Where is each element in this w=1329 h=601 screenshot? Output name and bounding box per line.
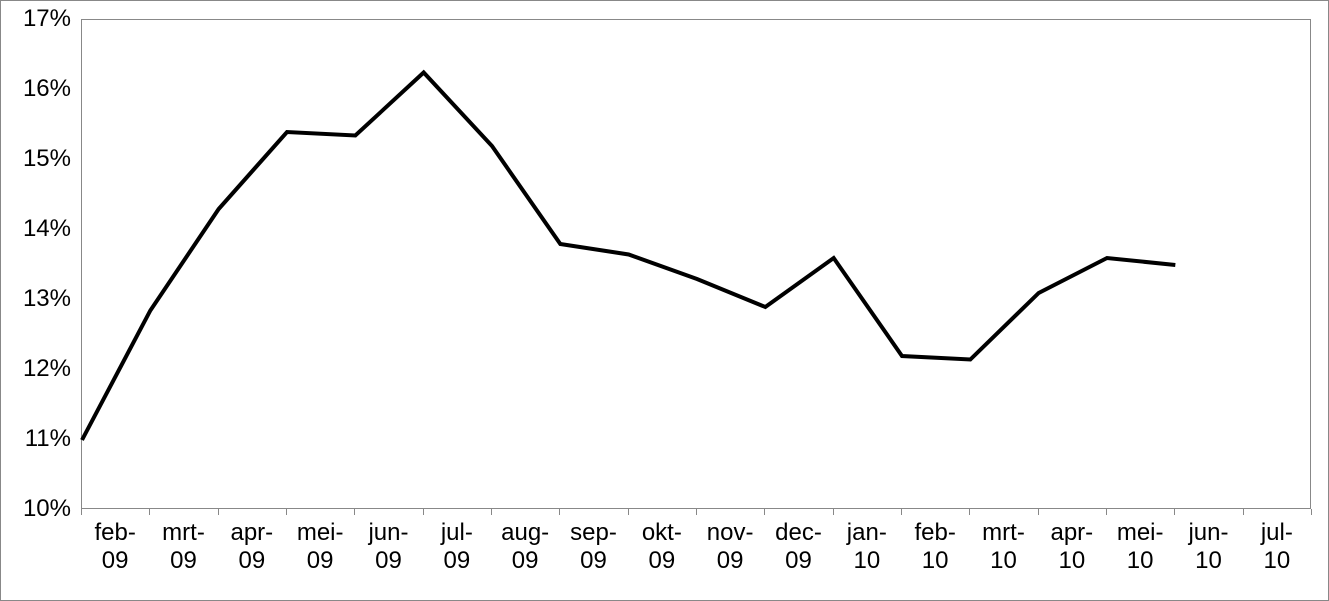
y-tick-label: 14% — [1, 215, 71, 243]
x-tick-mark — [218, 509, 219, 515]
chart-outer-frame: 10%11%12%13%14%15%16%17% feb- 09mrt- 09a… — [0, 0, 1329, 601]
x-tick-label: dec- 09 — [764, 519, 832, 574]
y-tick-label: 11% — [1, 425, 71, 453]
x-tick-label: apr- 09 — [218, 519, 286, 574]
x-tick-label: mei- 09 — [286, 519, 354, 574]
y-tick-label: 16% — [1, 75, 71, 103]
x-tick-label: aug- 09 — [491, 519, 559, 574]
x-tick-label: jan- 10 — [833, 519, 901, 574]
x-tick-mark — [149, 509, 150, 515]
x-tick-mark — [969, 509, 970, 515]
x-tick-label: okt- 09 — [628, 519, 696, 574]
x-tick-label: apr- 10 — [1038, 519, 1106, 574]
x-tick-label: jun- 09 — [354, 519, 422, 574]
x-tick-label: jul- 09 — [423, 519, 491, 574]
x-tick-mark — [423, 509, 424, 515]
series-path — [82, 73, 1175, 441]
x-tick-mark — [1038, 509, 1039, 515]
x-tick-mark — [696, 509, 697, 515]
y-tick-label: 13% — [1, 285, 71, 313]
y-tick-label: 12% — [1, 355, 71, 383]
x-tick-label: mrt- 09 — [149, 519, 217, 574]
x-tick-mark — [491, 509, 492, 515]
x-tick-mark — [1311, 509, 1312, 515]
x-tick-mark — [901, 509, 902, 515]
x-tick-mark — [354, 509, 355, 515]
x-tick-mark — [1174, 509, 1175, 515]
x-tick-mark — [628, 509, 629, 515]
x-tick-label: jun- 10 — [1174, 519, 1242, 574]
y-tick-label: 17% — [1, 5, 71, 33]
plot-area — [81, 19, 1311, 509]
x-tick-mark — [764, 509, 765, 515]
x-tick-mark — [286, 509, 287, 515]
x-tick-label: feb- 10 — [901, 519, 969, 574]
x-tick-label: feb- 09 — [81, 519, 149, 574]
x-tick-label: mei- 10 — [1106, 519, 1174, 574]
x-tick-label: sep- 09 — [559, 519, 627, 574]
x-tick-mark — [1243, 509, 1244, 515]
y-tick-label: 15% — [1, 145, 71, 173]
x-tick-label: jul- 10 — [1243, 519, 1311, 574]
x-tick-mark — [81, 509, 82, 515]
x-tick-label: mrt- 10 — [969, 519, 1037, 574]
y-tick-label: 10% — [1, 495, 71, 523]
x-tick-mark — [1106, 509, 1107, 515]
x-tick-label: nov- 09 — [696, 519, 764, 574]
x-tick-mark — [559, 509, 560, 515]
x-tick-mark — [833, 509, 834, 515]
line-series — [82, 20, 1312, 510]
